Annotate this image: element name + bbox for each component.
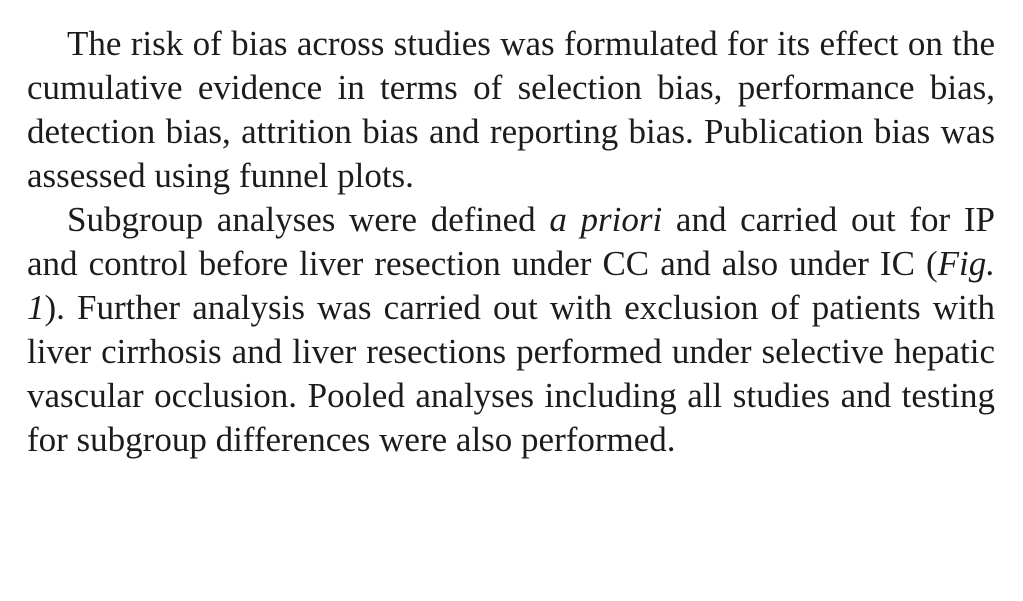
figure-reference: Fig. 1 [27, 244, 995, 327]
document-page: The risk of bias across studies was form… [27, 22, 995, 462]
paragraph-text-segment: and carried out for IP and control befor… [27, 200, 995, 283]
paragraph-text-segment: Subgroup analyses were defined [67, 200, 550, 239]
paragraph-risk-of-bias: The risk of bias across studies was form… [27, 24, 995, 195]
paragraph-text-segment: ). Further analysis was carried out with… [27, 288, 995, 459]
italic-term-a-priori: a priori [549, 200, 663, 239]
paragraph-subgroup-analyses: Subgroup analyses were defined a priori … [27, 198, 995, 462]
